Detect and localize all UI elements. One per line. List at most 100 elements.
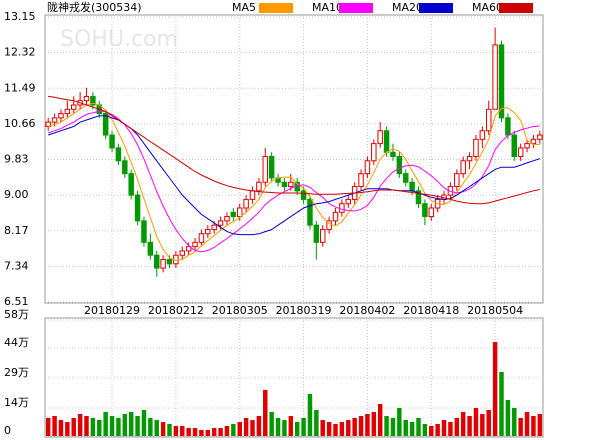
- candle-body: [90, 95, 96, 106]
- y-tick-label: 9.00: [4, 188, 29, 201]
- candle-body: [249, 190, 256, 200]
- volume-bar: [358, 416, 364, 436]
- candle-body: [371, 143, 377, 162]
- candle-body: [319, 228, 326, 243]
- volume-bar: [205, 430, 211, 436]
- volume-bar: [518, 418, 523, 436]
- volume-bar: [167, 424, 172, 436]
- candle-body: [396, 155, 403, 175]
- volume-bar: [122, 414, 128, 436]
- volume-tick-label: 0: [4, 424, 11, 437]
- candle-body: [128, 173, 134, 196]
- volume-bar: [397, 408, 402, 436]
- candle-body: [83, 95, 90, 102]
- volume-bar: [333, 424, 338, 436]
- candle-body: [422, 203, 428, 218]
- volume-bar: [71, 418, 76, 436]
- volume-bar: [224, 426, 230, 436]
- volume-bar: [512, 408, 517, 436]
- volume-bar: [403, 420, 408, 436]
- y-tick-label: 13.15: [4, 10, 36, 23]
- x-tick-label: 20180305: [212, 304, 268, 317]
- volume-bar: [531, 416, 536, 436]
- x-tick-label: 20180319: [276, 304, 332, 317]
- volume-bar: [365, 414, 370, 436]
- candle-body: [517, 147, 524, 157]
- legend-swatch: [419, 3, 453, 13]
- legend-label: MA20: [392, 1, 423, 14]
- volume-bar: [154, 420, 159, 436]
- volume-bar: [211, 428, 217, 436]
- volume-bar: [537, 414, 543, 436]
- watermark: SOHU.com: [60, 27, 178, 52]
- candle-body: [288, 181, 294, 188]
- candle-body: [524, 143, 530, 149]
- volume-bar: [473, 408, 479, 436]
- candle-body: [345, 198, 352, 205]
- y-tick-label: 12.32: [4, 46, 36, 59]
- volume-bar: [141, 410, 147, 436]
- volume-bar: [454, 418, 460, 436]
- volume-tick-label: 14万: [4, 396, 29, 409]
- candle-body: [402, 173, 409, 183]
- volume-bar: [346, 420, 351, 436]
- chart-title: 陇神戎发(300534): [47, 0, 142, 14]
- volume-bar: [422, 424, 428, 436]
- volume-bar: [282, 420, 287, 436]
- candle-body: [339, 203, 345, 213]
- legend-label: MA10: [312, 1, 343, 14]
- volume-bar: [320, 420, 325, 436]
- volume-bar: [460, 412, 466, 436]
- candle-body: [70, 104, 77, 110]
- volume-bar: [505, 400, 511, 436]
- candle-body: [537, 134, 543, 140]
- volume-bar: [492, 342, 498, 436]
- volume-bar: [326, 422, 332, 436]
- candle-body: [377, 130, 383, 145]
- volume-bar: [288, 416, 294, 436]
- candle-body: [153, 254, 160, 269]
- x-tick-label: 20180212: [148, 304, 204, 317]
- y-tick-label: 7.34: [4, 259, 29, 272]
- candle-body: [243, 198, 249, 209]
- volume-bar: [186, 428, 191, 436]
- candle-body: [409, 181, 415, 192]
- volume-bar: [97, 420, 102, 436]
- legend-swatch: [499, 3, 533, 13]
- candle-body: [236, 207, 243, 218]
- volume-bar: [275, 418, 281, 436]
- candle-body: [364, 160, 371, 175]
- volume-bar: [467, 416, 472, 436]
- candle-body: [224, 216, 230, 222]
- volume-bar: [435, 424, 440, 436]
- y-tick-label: 11.49: [4, 81, 36, 94]
- volume-bar: [128, 412, 134, 436]
- legend-swatch: [259, 3, 293, 13]
- candle-body: [332, 211, 339, 222]
- volume-bar: [339, 422, 345, 436]
- volume-bar: [231, 424, 236, 436]
- volume-bar: [371, 412, 377, 436]
- candle-body: [205, 228, 211, 235]
- volume-bar: [116, 418, 121, 436]
- volume-bar: [58, 420, 64, 436]
- x-tick-label: 20180129: [84, 304, 140, 317]
- volume-bar: [263, 390, 268, 436]
- candle-body: [307, 198, 313, 226]
- legend-swatch: [339, 3, 373, 13]
- candle-body: [102, 113, 109, 136]
- candle-body: [498, 44, 505, 119]
- candle-body: [505, 117, 511, 136]
- volume-bar: [199, 430, 204, 436]
- y-tick-label: 8.17: [4, 224, 29, 237]
- volume-bar: [448, 422, 453, 436]
- x-tick-label: 20180504: [467, 304, 523, 317]
- candle-body: [51, 117, 58, 123]
- volume-bar: [409, 422, 415, 436]
- volume-bar: [180, 426, 185, 436]
- ma-line: [48, 110, 540, 253]
- x-tick-label: 20180402: [339, 304, 395, 317]
- candle-body: [109, 134, 115, 149]
- candle-body: [326, 220, 332, 230]
